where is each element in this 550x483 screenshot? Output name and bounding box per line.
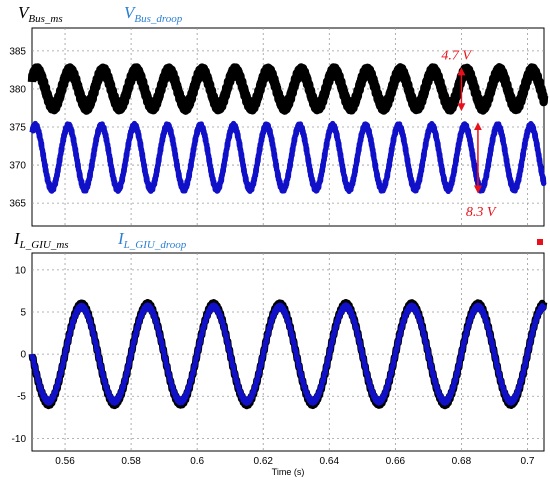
x-tick-label: 0.56	[55, 456, 75, 467]
annotation-label: 8.3 V	[466, 205, 497, 220]
y-tick-label: 365	[9, 199, 26, 210]
x-tick-label: 0.64	[320, 456, 340, 467]
y-tick-label: -10	[12, 434, 27, 445]
legend-entry: IL_GIU_droop	[117, 229, 187, 251]
series-line-2	[29, 302, 547, 406]
y-tick-label: 10	[15, 265, 27, 276]
y-tick-label: -5	[17, 392, 26, 403]
x-tick-label: 0.58	[121, 456, 141, 467]
x-tick-label: 0.7	[521, 456, 535, 467]
annotation-label: 4.7 V	[441, 49, 472, 64]
x-tick-label: 0.62	[253, 456, 273, 467]
legend-entry: VBus_ms	[18, 3, 63, 25]
y-tick-label: 0	[20, 350, 26, 361]
y-tick-label: 370	[9, 161, 26, 172]
y-tick-label: 380	[9, 84, 26, 95]
x-tick-label: 0.66	[386, 456, 406, 467]
legend-entry: VBus_droop	[124, 3, 183, 25]
x-tick-label: 0.68	[452, 456, 472, 467]
panel-1: 365 370 375 380 385 VBus_ms VBus_droop 4.7 V 8.3…	[9, 3, 549, 227]
panel-2: -10 -5 0 5 10 IL_GIU_ms IL_GIU_droop 0.56 0.58 0.…	[12, 229, 548, 477]
plot-area	[31, 252, 545, 452]
y-tick-label: 385	[9, 46, 26, 57]
x-tick-label: 0.6	[190, 456, 204, 467]
series-line-2	[29, 120, 547, 195]
x-axis-label: Time (s)	[272, 467, 305, 477]
y-tick-label: 375	[9, 123, 26, 134]
y-tick-label: 5	[20, 307, 26, 318]
marker-square	[537, 239, 543, 245]
legend-entry: IL_GIU_ms	[13, 229, 69, 251]
